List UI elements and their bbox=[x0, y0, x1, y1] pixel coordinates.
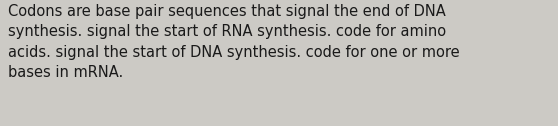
Text: Codons are base pair sequences that signal the end of DNA
synthesis. signal the : Codons are base pair sequences that sign… bbox=[8, 4, 460, 80]
